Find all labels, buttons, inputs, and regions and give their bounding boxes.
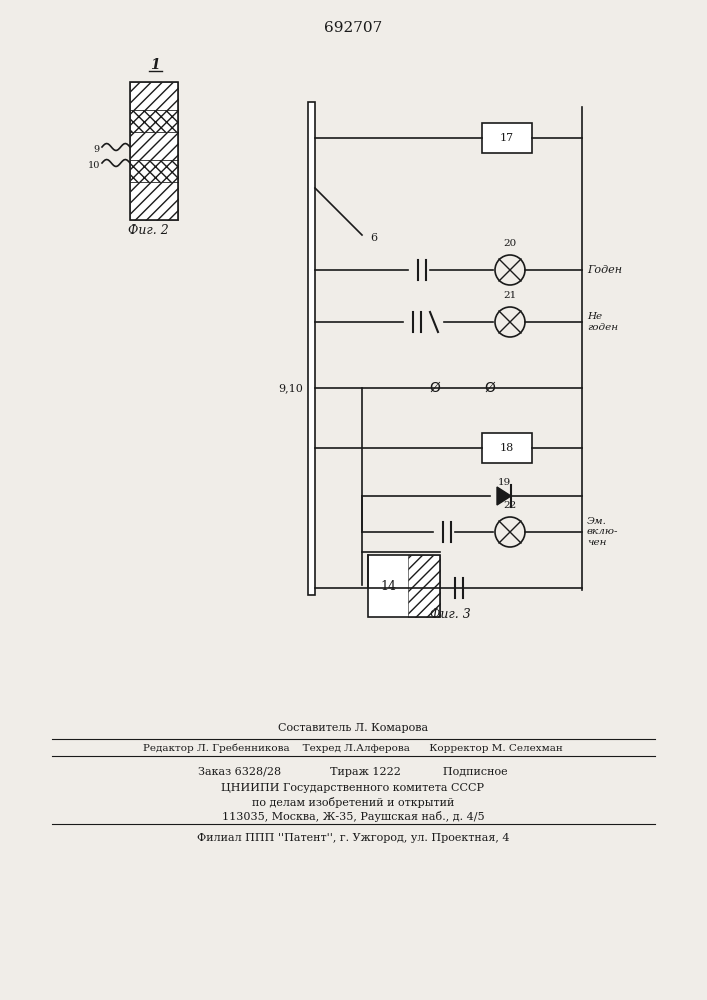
- Text: Редактор Л. Гребенникова    Техред Л.Алферова      Корректор М. Селехман: Редактор Л. Гребенникова Техред Л.Алферо…: [143, 743, 563, 753]
- Text: ЦНИИПИ Государственного комитета СССР: ЦНИИПИ Государственного комитета СССР: [221, 783, 484, 793]
- Text: Фиг. 2: Фиг. 2: [128, 224, 168, 236]
- Bar: [368, 555, 440, 617]
- Text: 22: 22: [503, 501, 517, 510]
- Text: Годен: Годен: [587, 265, 622, 275]
- Bar: [130, 160, 178, 182]
- Text: Филиал ППП ''Патент'', г. Ужгород, ул. Проектная, 4: Филиал ППП ''Патент'', г. Ужгород, ул. П…: [197, 833, 509, 843]
- Text: 17: 17: [500, 133, 514, 143]
- Text: 9: 9: [94, 145, 100, 154]
- Text: Фиг. 3: Фиг. 3: [430, 608, 470, 621]
- Text: по делам изобретений и открытий: по делам изобретений и открытий: [252, 796, 454, 808]
- Text: 6: 6: [370, 233, 377, 243]
- Text: 21: 21: [503, 291, 517, 300]
- Bar: [130, 132, 178, 160]
- Text: 14: 14: [380, 580, 396, 592]
- Text: Ø: Ø: [430, 381, 440, 395]
- Text: Ø: Ø: [484, 381, 496, 395]
- Text: 19: 19: [498, 478, 510, 487]
- Text: Эм.
вклю-
чен: Эм. вклю- чен: [587, 517, 619, 547]
- Bar: [130, 110, 178, 132]
- Text: 1: 1: [150, 58, 160, 72]
- Bar: [130, 82, 178, 220]
- Bar: [130, 82, 178, 110]
- Bar: [482, 433, 532, 463]
- Bar: [408, 555, 440, 617]
- Text: Не
годен: Не годен: [587, 312, 618, 332]
- Bar: [308, 102, 315, 595]
- Text: 692707: 692707: [324, 21, 382, 35]
- Bar: [482, 123, 532, 153]
- Text: 9,10: 9,10: [278, 383, 303, 393]
- Text: 113035, Москва, Ж-35, Раушская наб., д. 4/5: 113035, Москва, Ж-35, Раушская наб., д. …: [222, 810, 484, 822]
- Text: 10: 10: [88, 161, 100, 170]
- Text: Заказ 6328/28              Тираж 1222            Подписное: Заказ 6328/28 Тираж 1222 Подписное: [198, 767, 508, 777]
- Polygon shape: [497, 487, 511, 505]
- Text: 18: 18: [500, 443, 514, 453]
- Text: Составитель Л. Комарова: Составитель Л. Комарова: [278, 723, 428, 733]
- Bar: [130, 182, 178, 220]
- Text: 20: 20: [503, 239, 517, 248]
